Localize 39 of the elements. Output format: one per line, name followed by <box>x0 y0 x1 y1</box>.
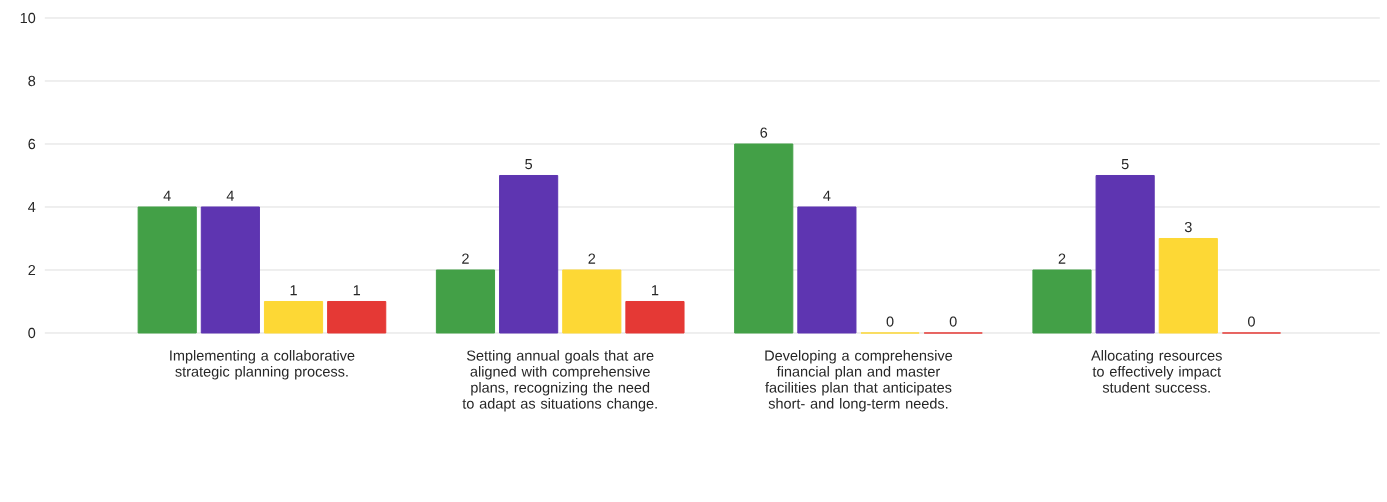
y-tick-label: 6 <box>28 138 36 150</box>
bar <box>562 269 622 334</box>
bar <box>1095 175 1155 334</box>
data-label: 0 <box>949 316 957 327</box>
data-label: 4 <box>163 190 171 201</box>
data-label: 0 <box>1248 316 1255 327</box>
y-tick-label: 10 <box>20 12 36 24</box>
data-label: 0 <box>886 316 894 327</box>
data-label: 4 <box>823 190 831 201</box>
bar <box>327 301 387 334</box>
bar <box>1032 269 1092 334</box>
bar <box>1158 238 1218 334</box>
data-label: 2 <box>588 253 596 264</box>
bar <box>625 301 685 334</box>
x-tick-label: Setting annual goals that are aligned with comprehensive plans, recognizing the need to adapt as situations change. <box>462 350 657 412</box>
y-tick-label: 8 <box>28 75 36 87</box>
bar <box>797 206 857 334</box>
data-label: 3 <box>1184 221 1192 233</box>
x-tick-label: Allocating resources to effectively impact student success. <box>1091 350 1222 393</box>
y-tick-label: 0 <box>28 327 36 339</box>
data-label: 4 <box>226 190 234 201</box>
data-label: 2 <box>462 253 469 264</box>
data-label: 2 <box>1058 253 1066 264</box>
bar <box>499 175 559 334</box>
bar <box>137 206 197 334</box>
y-tick-label: 2 <box>28 264 36 276</box>
y-tick-label: 4 <box>28 202 36 212</box>
data-label: 1 <box>353 285 361 296</box>
bar <box>435 269 496 334</box>
data-label: 5 <box>1121 159 1129 170</box>
data-label: 5 <box>525 159 533 170</box>
bar <box>263 301 324 334</box>
bar <box>200 206 260 334</box>
x-tick-label: Implementing a collaborative strategic planning process. <box>170 350 355 380</box>
x-tick-label: Developing a comprehensive financial plan and master facilities plan that anticipates short- and long-term needs. <box>765 350 953 412</box>
data-label: 6 <box>760 127 768 138</box>
data-label: 1 <box>290 285 297 296</box>
data-label: 1 <box>652 285 659 296</box>
bar <box>734 143 794 334</box>
